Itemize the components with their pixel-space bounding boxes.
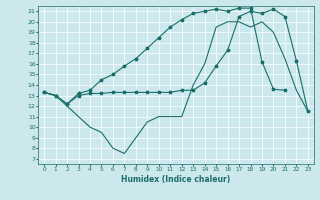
X-axis label: Humidex (Indice chaleur): Humidex (Indice chaleur) [121, 175, 231, 184]
